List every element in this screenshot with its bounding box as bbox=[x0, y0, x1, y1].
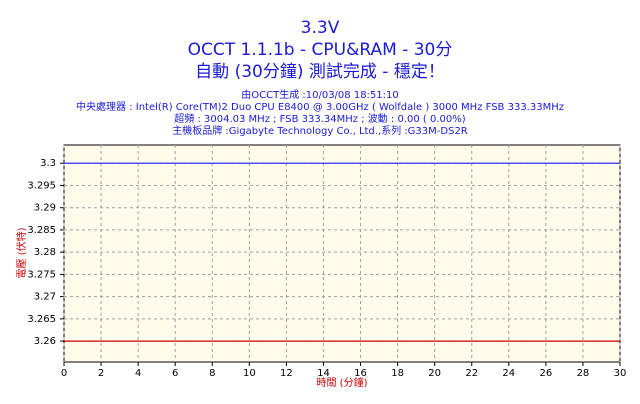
y-tick-label: 3.26 bbox=[34, 336, 56, 347]
y-tick-label: 3.275 bbox=[27, 269, 56, 280]
y-tick-label: 3.27 bbox=[34, 292, 56, 303]
x-tick-label: 10 bbox=[243, 368, 256, 379]
y-tick-label: 3.28 bbox=[34, 247, 56, 258]
x-tick-label: 12 bbox=[280, 368, 293, 379]
chart-status: 自動 (30分鐘) 測試完成 - 穩定！ bbox=[195, 62, 445, 82]
x-tick-label: 14 bbox=[317, 368, 330, 379]
chart-subtitle: OCCT 1.1.1b - CPU&RAM - 30分 bbox=[188, 40, 453, 60]
y-tick-label: 3.295 bbox=[27, 180, 56, 191]
info-line: 由OCCT生成 :10/03/08 18:51:10 bbox=[241, 88, 399, 101]
x-tick-label: 20 bbox=[428, 368, 441, 379]
x-tick-label: 26 bbox=[539, 368, 552, 379]
chart-title: 3.3V bbox=[301, 18, 340, 38]
x-tick-label: 28 bbox=[577, 368, 590, 379]
x-tick-label: 2 bbox=[98, 368, 104, 379]
x-tick-label: 22 bbox=[465, 368, 478, 379]
x-tick-label: 18 bbox=[391, 368, 404, 379]
x-tick-label: 16 bbox=[354, 368, 367, 379]
y-tick-label: 3.285 bbox=[27, 225, 56, 236]
x-tick-label: 30 bbox=[614, 368, 627, 379]
info-line: 超頻 : 3004.03 MHz ; FSB 333.34MHz ; 波動 : … bbox=[174, 112, 465, 125]
x-axis-label: 時間 (分鐘) bbox=[317, 376, 368, 389]
y-tick-label: 3.29 bbox=[34, 203, 56, 214]
info-line: 主機板品牌 :Gigabyte Technology Co., Ltd.,系列 … bbox=[172, 124, 468, 137]
x-tick-label: 8 bbox=[209, 368, 215, 379]
x-tick-label: 24 bbox=[502, 368, 515, 379]
y-tick-label: 3.3 bbox=[40, 158, 56, 169]
x-tick-label: 0 bbox=[61, 368, 67, 379]
x-tick-label: 4 bbox=[135, 368, 141, 379]
x-tick-label: 6 bbox=[172, 368, 178, 379]
plot-area bbox=[63, 144, 621, 363]
y-tick-label: 3.265 bbox=[27, 314, 56, 325]
y-axis-label: 電壓 (伏特) bbox=[15, 227, 28, 278]
info-line: 中央處理器 : Intel(R) Core(TM)2 Duo CPU E8400… bbox=[76, 100, 564, 113]
